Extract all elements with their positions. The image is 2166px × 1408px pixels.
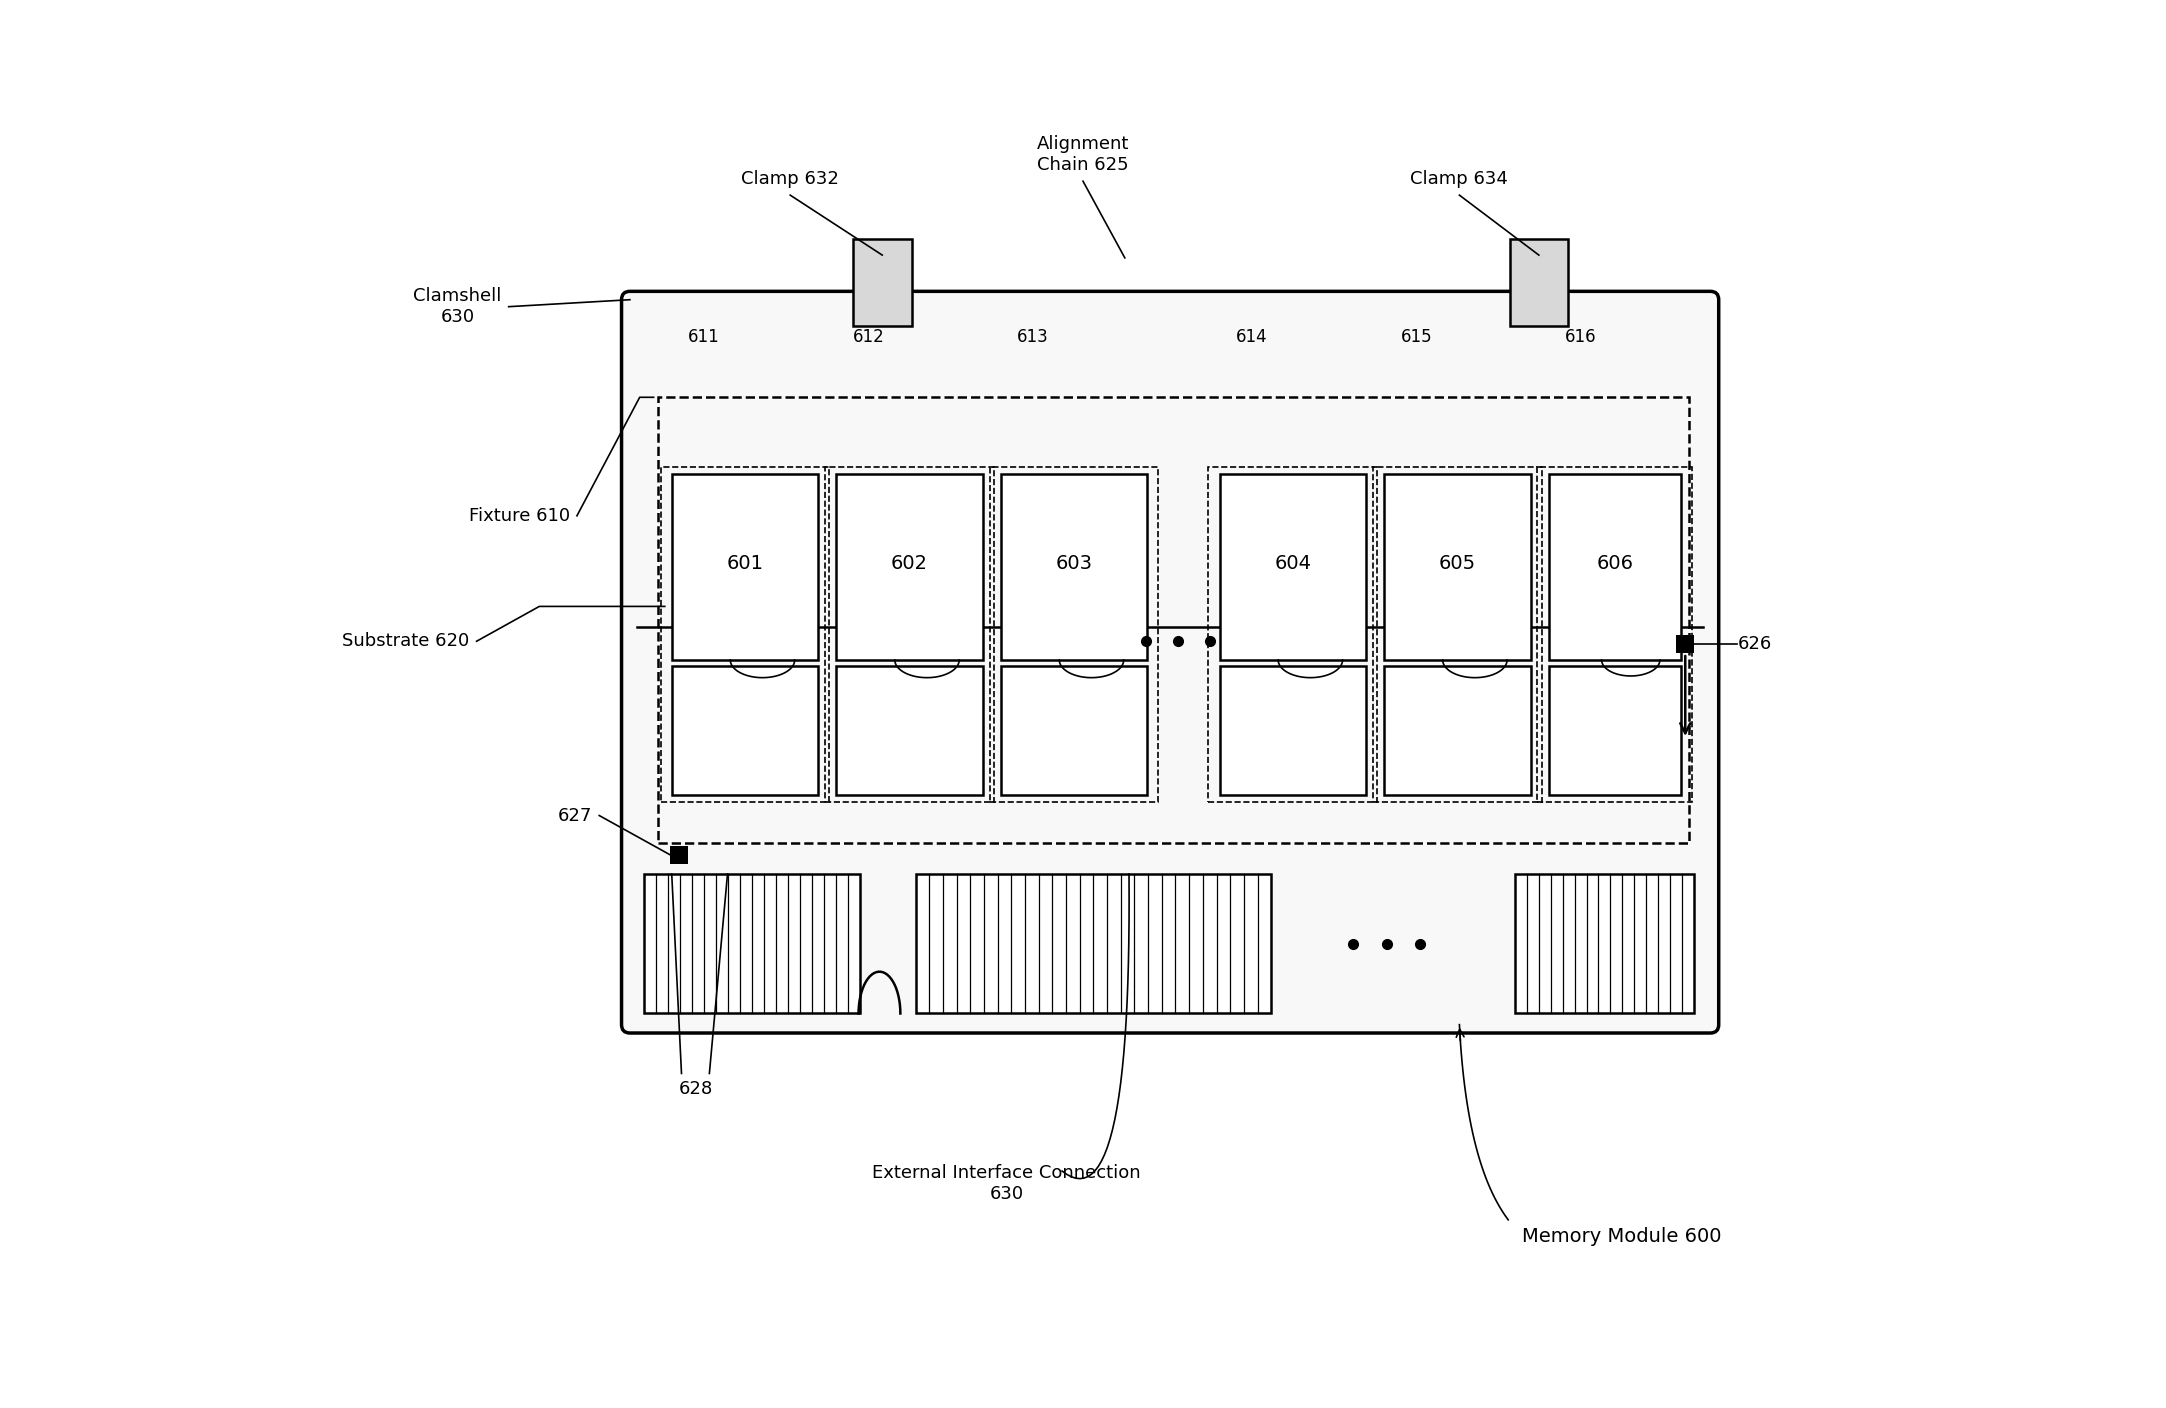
- Text: 604: 604: [1274, 555, 1310, 573]
- Bar: [658, 397, 1689, 843]
- Text: 626: 626: [1739, 635, 1772, 653]
- Bar: [1549, 474, 1681, 660]
- Text: Clamp 632: Clamp 632: [741, 170, 838, 189]
- Bar: [853, 239, 912, 325]
- Bar: [1516, 874, 1694, 1014]
- Bar: [1373, 467, 1542, 801]
- FancyBboxPatch shape: [622, 291, 1718, 1033]
- Text: 628: 628: [678, 1080, 713, 1098]
- Bar: [671, 474, 819, 660]
- Text: Alignment
Chain 625: Alignment Chain 625: [1038, 135, 1128, 175]
- Text: 616: 616: [1564, 328, 1596, 345]
- Text: 612: 612: [853, 328, 884, 345]
- Text: Clamshell
630: Clamshell 630: [414, 287, 503, 327]
- Bar: [1549, 666, 1681, 794]
- Bar: [916, 874, 1271, 1014]
- Bar: [825, 467, 994, 801]
- Text: Memory Module 600: Memory Module 600: [1523, 1226, 1722, 1246]
- Bar: [1538, 467, 1692, 801]
- Bar: [1001, 666, 1148, 794]
- Bar: [1384, 666, 1531, 794]
- Bar: [1676, 635, 1694, 653]
- Bar: [836, 666, 983, 794]
- Bar: [1219, 666, 1367, 794]
- Text: 627: 627: [559, 807, 591, 825]
- Bar: [1209, 467, 1378, 801]
- Bar: [1001, 474, 1148, 660]
- Text: 611: 611: [689, 328, 719, 345]
- Text: 615: 615: [1401, 328, 1432, 345]
- Text: 601: 601: [726, 555, 762, 573]
- Text: 606: 606: [1596, 555, 1633, 573]
- Bar: [1384, 474, 1531, 660]
- Text: External Interface Connection
630: External Interface Connection 630: [873, 1164, 1141, 1202]
- Text: 613: 613: [1018, 328, 1048, 345]
- Text: Clamp 634: Clamp 634: [1410, 170, 1508, 189]
- Text: 602: 602: [890, 555, 927, 573]
- Bar: [643, 874, 860, 1014]
- Bar: [990, 467, 1159, 801]
- Bar: [669, 845, 689, 863]
- Text: Substrate 620: Substrate 620: [342, 632, 470, 650]
- Bar: [661, 467, 830, 801]
- Bar: [1219, 474, 1367, 660]
- Text: 605: 605: [1438, 555, 1475, 573]
- Text: 614: 614: [1237, 328, 1267, 345]
- Text: 603: 603: [1055, 555, 1092, 573]
- Bar: [1510, 239, 1568, 325]
- Bar: [671, 666, 819, 794]
- Bar: [836, 474, 983, 660]
- Text: Fixture 610: Fixture 610: [468, 507, 570, 525]
